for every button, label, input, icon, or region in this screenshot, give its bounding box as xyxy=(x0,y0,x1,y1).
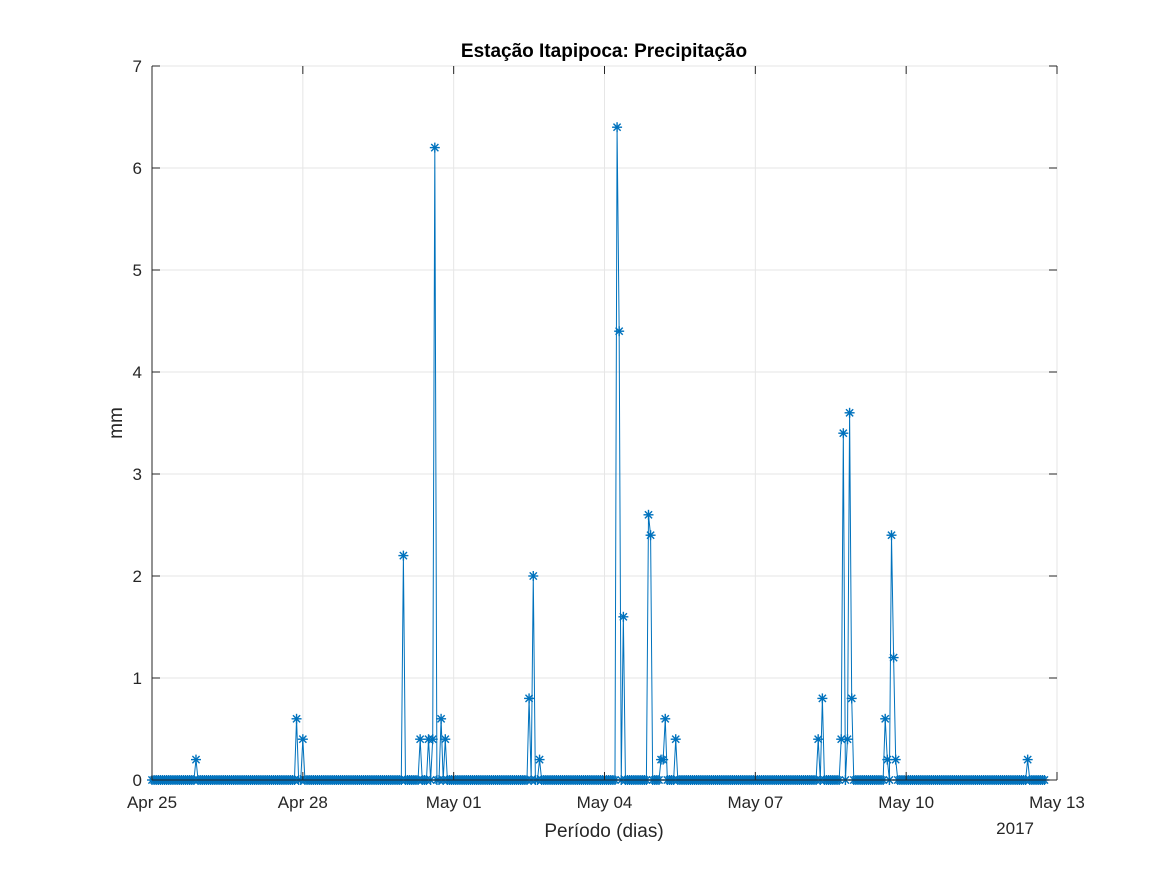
data-point xyxy=(429,142,440,153)
data-point xyxy=(1022,754,1033,765)
data-point xyxy=(838,428,849,439)
data-point xyxy=(524,693,535,704)
data-point xyxy=(890,754,901,765)
y-tick-label: 6 xyxy=(133,159,142,178)
x-tick-label: Apr 28 xyxy=(278,793,328,812)
data-point xyxy=(844,407,855,418)
data-point xyxy=(291,713,302,724)
x-tick-label: May 04 xyxy=(577,793,633,812)
y-tick-label: 1 xyxy=(133,669,142,688)
data-point xyxy=(836,734,847,745)
y-tick-label: 2 xyxy=(133,567,142,586)
data-point xyxy=(817,693,828,704)
data-point xyxy=(660,713,671,724)
axes xyxy=(151,65,1058,781)
y-tick-label: 5 xyxy=(133,261,142,280)
data-point xyxy=(398,550,409,561)
tick-labels: Apr 25 Apr 28 May 01 May 04 May 07 May 10 May … xyxy=(127,57,1085,812)
data-point xyxy=(643,509,654,520)
year-label: 2017 xyxy=(996,819,1034,838)
data-point xyxy=(813,734,824,745)
data-point xyxy=(427,734,438,745)
data-point xyxy=(415,734,426,745)
data-point xyxy=(888,652,899,663)
data-point xyxy=(190,754,201,765)
y-tick-label: 4 xyxy=(133,363,142,382)
y-axis-title: mm xyxy=(106,407,127,439)
chart-title: Estação Itapipoca: Precipitação xyxy=(461,41,747,62)
data-point xyxy=(670,734,681,745)
x-tick-label: May 13 xyxy=(1029,793,1085,812)
y-tick-label: 0 xyxy=(133,771,142,790)
data-point xyxy=(842,734,853,745)
data-point xyxy=(618,611,629,622)
data-point xyxy=(534,754,545,765)
data-point xyxy=(528,571,539,581)
data-point xyxy=(436,713,447,724)
data-point xyxy=(658,754,669,765)
data-point xyxy=(297,734,308,745)
y-tick-label: 7 xyxy=(133,57,142,76)
data-point xyxy=(882,754,893,765)
x-tick-label: May 07 xyxy=(727,793,783,812)
x-tick-label: May 10 xyxy=(878,793,934,812)
data-point xyxy=(440,734,451,745)
data-point xyxy=(886,530,897,541)
data-point xyxy=(880,713,891,724)
x-tick-label: Apr 25 xyxy=(127,793,177,812)
x-tick-label: May 01 xyxy=(426,793,482,812)
data-point xyxy=(645,530,656,541)
data-point xyxy=(612,122,623,133)
data-point xyxy=(846,693,857,704)
x-axis-title: Período (dias) xyxy=(544,821,663,842)
y-tick-label: 3 xyxy=(133,465,142,484)
data-point xyxy=(614,326,625,337)
